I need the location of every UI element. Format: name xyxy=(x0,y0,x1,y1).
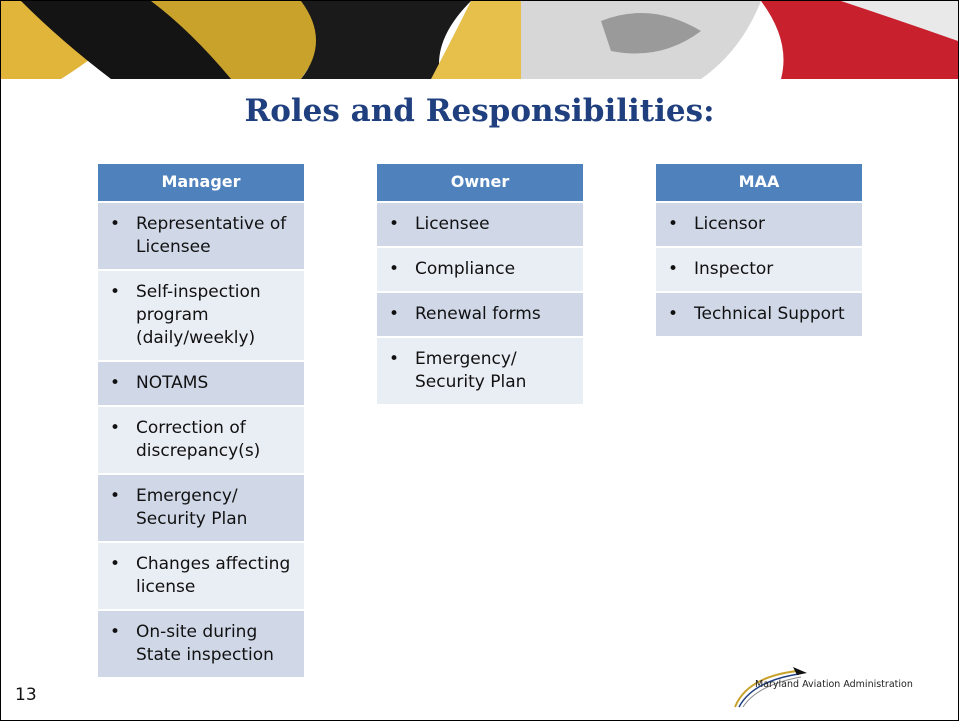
logo xyxy=(734,667,807,708)
list-item: Technical Support xyxy=(656,293,862,338)
list-item: Changes affecting license xyxy=(98,543,304,611)
list-item: Emergency/ Security Plan xyxy=(377,338,583,406)
title: Roles and Responsibilities: xyxy=(244,93,715,129)
page-number: 13 xyxy=(15,685,37,705)
column-header: Manager xyxy=(98,164,304,203)
logo-text: Maryland Aviation Administration xyxy=(755,679,913,690)
list-item: Licensee xyxy=(377,203,583,248)
list-item: NOTAMS xyxy=(98,362,304,407)
list-item: Inspector xyxy=(656,248,862,293)
column-header: Owner xyxy=(377,164,583,203)
list-item: On-site during State inspection xyxy=(98,611,304,679)
column-header: MAA xyxy=(656,164,862,203)
list-item: Compliance xyxy=(377,248,583,293)
list-item: Self-inspection program (daily/weekly) xyxy=(98,271,304,362)
list-item: Representative of Licensee xyxy=(98,203,304,271)
column: MAALicensorInspectorTechnical Support xyxy=(656,164,862,338)
list-item: Renewal forms xyxy=(377,293,583,338)
column: OwnerLicenseeComplianceRenewal formsEmer… xyxy=(377,164,583,406)
banner xyxy=(1,1,958,79)
column: ManagerRepresentative of LicenseeSelf-in… xyxy=(98,164,304,679)
list-item: Licensor xyxy=(656,203,862,248)
list-item: Emergency/ Security Plan xyxy=(98,475,304,543)
list-item: Correction of discrepancy(s) xyxy=(98,407,304,475)
